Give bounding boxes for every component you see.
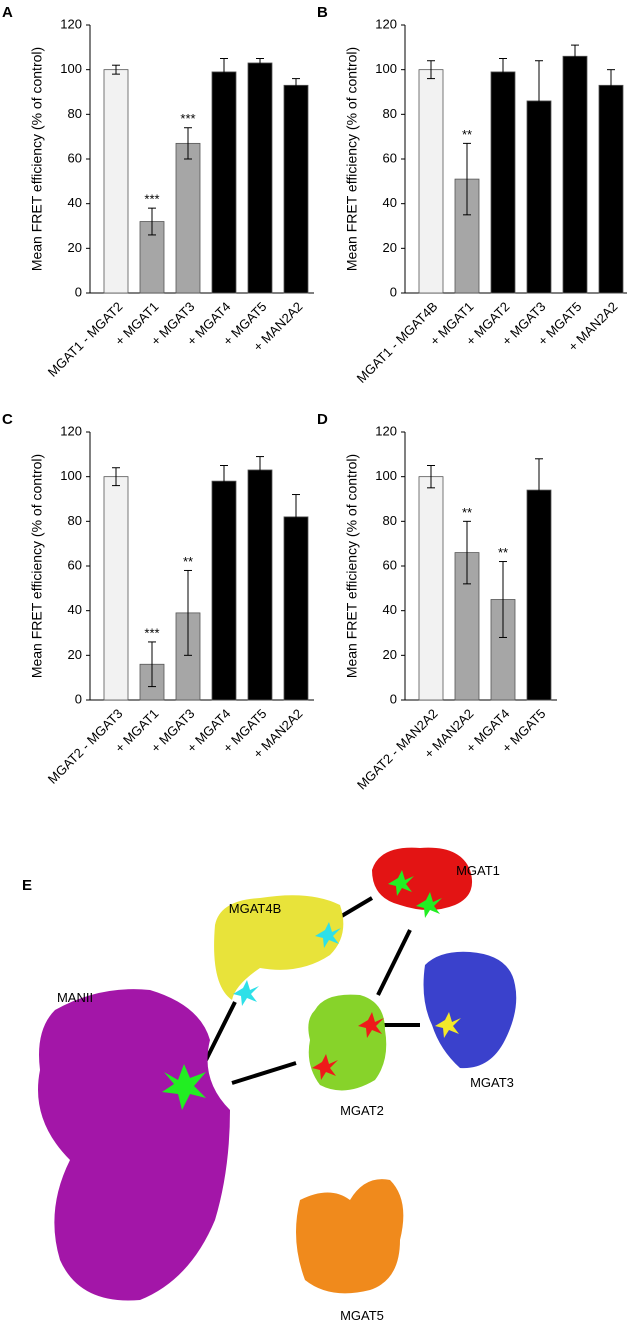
significance: ** (462, 127, 472, 142)
protein-label: MGAT4B (229, 901, 282, 916)
protein-label: MGAT5 (340, 1308, 384, 1323)
y-tick-label: 20 (68, 240, 82, 255)
y-axis-label: Mean FRET efficiency (% of control) (344, 454, 360, 678)
y-tick-label: 40 (68, 602, 82, 617)
panel-label: D (317, 411, 328, 428)
site-marker (233, 980, 259, 1006)
bar (247, 62, 273, 294)
y-tick-label: 100 (375, 468, 397, 483)
site-marker (315, 922, 341, 948)
y-tick-label: 120 (375, 16, 397, 31)
bar (283, 516, 309, 701)
y-tick-label: 100 (60, 61, 82, 76)
y-tick-label: 0 (390, 284, 397, 299)
site-marker (435, 1012, 461, 1038)
bar (283, 84, 309, 294)
y-axis-label: Mean FRET efficiency (% of control) (29, 47, 45, 271)
panel-label: C (2, 411, 13, 428)
y-tick-label: 120 (375, 423, 397, 438)
bar (175, 142, 201, 294)
panel-label: E (22, 877, 32, 894)
significance: *** (144, 625, 159, 640)
y-axis-label: Mean FRET efficiency (% of control) (29, 454, 45, 678)
bar (418, 69, 444, 294)
protein-label: MGAT1 (456, 863, 500, 878)
site-marker (312, 1054, 338, 1080)
y-tick-label: 20 (68, 647, 82, 662)
bar (562, 55, 588, 294)
y-axis-label: Mean FRET efficiency (% of control) (344, 47, 360, 271)
significance: ** (498, 545, 508, 560)
link (231, 1061, 297, 1085)
y-tick-label: 60 (383, 557, 397, 572)
y-tick-label: 80 (383, 106, 397, 121)
y-tick-label: 80 (383, 513, 397, 528)
mgat5-structure (296, 1179, 404, 1294)
bar (490, 71, 516, 294)
y-tick-label: 80 (68, 513, 82, 528)
y-tick-label: 120 (60, 16, 82, 31)
y-tick-label: 20 (383, 647, 397, 662)
y-tick-label: 60 (383, 150, 397, 165)
site-marker (416, 892, 442, 918)
y-tick-label: 0 (390, 691, 397, 706)
protein-label: MGAT3 (470, 1075, 514, 1090)
significance: *** (180, 111, 195, 126)
site-marker (358, 1012, 384, 1038)
manii-structure (38, 989, 230, 1301)
bar (103, 69, 129, 294)
bar (211, 71, 237, 294)
y-tick-label: 0 (75, 284, 82, 299)
link (376, 929, 412, 996)
mgat2-structure (308, 994, 387, 1091)
significance: *** (144, 192, 159, 207)
significance: ** (462, 505, 472, 520)
y-tick-label: 20 (383, 240, 397, 255)
bar (598, 84, 624, 294)
x-tick-label: MGAT1 - MGAT4B (354, 299, 441, 386)
mgat1-structure (372, 847, 473, 910)
y-tick-label: 120 (60, 423, 82, 438)
y-tick-label: 40 (383, 195, 397, 210)
y-tick-label: 60 (68, 150, 82, 165)
contact-sites (162, 870, 461, 1110)
y-tick-label: 60 (68, 557, 82, 572)
bar (247, 469, 273, 701)
bar (103, 476, 129, 701)
bar (211, 480, 237, 701)
protein-label: MGAT2 (340, 1103, 384, 1118)
y-tick-label: 100 (375, 61, 397, 76)
significance: ** (183, 554, 193, 569)
link (204, 1001, 237, 1061)
mgat4b-structure (214, 895, 344, 1000)
panel-label: A (2, 4, 13, 21)
y-tick-label: 0 (75, 691, 82, 706)
site-marker (388, 870, 414, 896)
panel-e: E MGAT1 MGAT4B MANII MGAT3 MGAT2 MG (22, 847, 517, 1323)
y-tick-label: 100 (60, 468, 82, 483)
y-tick-label: 40 (68, 195, 82, 210)
panel-label: B (317, 4, 328, 21)
bar (418, 476, 444, 701)
protein-label: MANII (57, 990, 93, 1005)
y-tick-label: 80 (68, 106, 82, 121)
y-tick-label: 40 (383, 602, 397, 617)
mgat3-structure (423, 951, 517, 1069)
site-marker (162, 1064, 206, 1110)
